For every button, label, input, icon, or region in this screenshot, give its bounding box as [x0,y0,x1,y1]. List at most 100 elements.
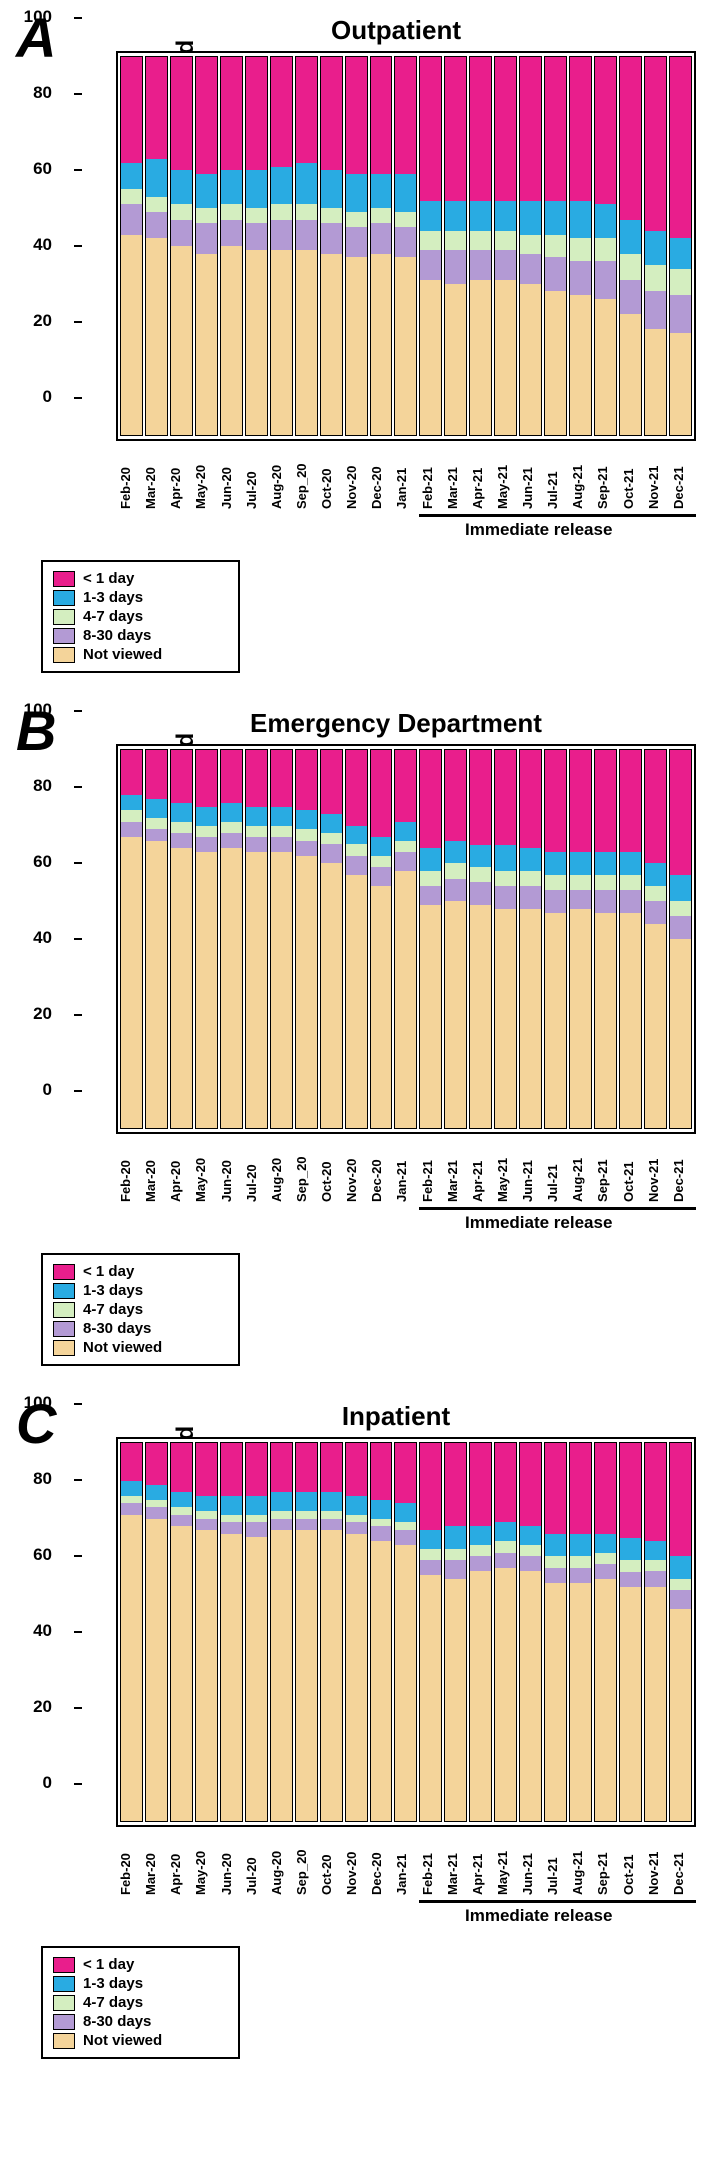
bar-segment [420,1560,441,1575]
bar-segment [520,1443,541,1526]
legend-swatch [53,1321,75,1337]
panel-A: AOutpatient020406080100% of Results/Repo… [16,15,696,673]
bar-segment [196,837,217,852]
bar-segment [121,1503,142,1514]
bar-segment [545,890,566,913]
stacked-bar [669,749,692,1129]
bar-segment [620,1443,641,1538]
bar-segment [545,257,566,291]
legend-label: 1-3 days [83,1282,143,1299]
bar-segment [146,238,167,435]
legend-item: Not viewed [53,646,228,663]
bar-segment [495,201,516,231]
legend-item: 4-7 days [53,608,228,625]
bar-segment [246,1496,267,1515]
x-tick-label: Mar-21 [445,449,468,509]
bar-segment [520,254,541,284]
panel-C: CInpatient020406080100% of Results/Repor… [16,1401,696,2059]
bar-segment [171,170,192,204]
bar-segment [645,1587,666,1821]
bar-segment [346,227,367,257]
bar-segment [570,295,591,435]
bar-segment [346,1515,367,1523]
bar-segment [346,844,367,855]
bar-segment [346,174,367,212]
stacked-bar [320,1442,343,1822]
bar-segment [570,1556,591,1567]
x-tick-label: Sep-21 [595,1835,618,1895]
legend-label: < 1 day [83,1956,134,1973]
bar-segment [495,1443,516,1522]
bar-segment [346,57,367,174]
y-tick: 20 [33,1004,52,1024]
bar-segment [495,1541,516,1552]
y-tick: 100 [24,1393,52,1413]
stacked-bar [370,1442,393,1822]
x-tick-label: Oct-21 [621,1835,644,1895]
bar-segment [545,201,566,235]
bar-segment [620,1560,641,1571]
stacked-bar [220,1442,243,1822]
bar-segment [620,220,641,254]
x-tick-label: Mar-21 [445,1835,468,1895]
bar-segment [395,1443,416,1503]
x-tick-label: Feb-21 [420,449,443,509]
stacked-bar [120,749,143,1129]
bar-segment [520,1526,541,1545]
bar-segment [121,57,142,163]
bar-segment [246,170,267,208]
y-tick: 80 [33,83,52,103]
bar-segment [595,852,616,875]
bar-segment [196,1519,217,1530]
legend: < 1 day1-3 days4-7 days8-30 daysNot view… [41,1946,240,2059]
x-tick-label: Nov-20 [344,1142,367,1202]
bar-segment [296,1443,317,1492]
bar-segment [470,1526,491,1545]
bar-segment [395,57,416,174]
x-tick-label: Feb-20 [118,1142,141,1202]
legend-label: Not viewed [83,2032,162,2049]
bar-segment [595,1534,616,1553]
legend: < 1 day1-3 days4-7 days8-30 daysNot view… [41,1253,240,1366]
bar-segment [595,261,616,299]
x-tick-label: Apr-20 [168,449,191,509]
legend-label: 8-30 days [83,1320,151,1337]
bar-segment [570,1583,591,1821]
bar-segment [171,750,192,803]
x-tick-label: Jun-20 [219,449,242,509]
bar-segment [420,201,441,231]
bar-segment [121,1496,142,1504]
bar-segment [620,1572,641,1587]
bar-segment [346,875,367,1128]
x-tick-label: Mar-21 [445,1142,468,1202]
bar-segment [296,163,317,205]
stacked-bar [569,749,592,1129]
bar-segment [221,170,242,204]
bar-segment [670,1579,691,1590]
bar-segment [595,1579,616,1821]
bar-segment [495,886,516,909]
legend-label: 8-30 days [83,2013,151,2030]
legend-swatch [53,628,75,644]
bar-segment [420,886,441,905]
x-tick-label: Feb-20 [118,449,141,509]
x-axis-labels: Feb-20Mar-20Apr-20May-20Jun-20Jul-20Aug-… [116,1142,696,1202]
bar-segment [495,250,516,280]
stacked-bar [394,1442,417,1822]
bar-segment [346,1443,367,1496]
bar-segment [221,822,242,833]
bar-segment [346,1534,367,1821]
bar-segment [545,750,566,852]
stacked-bar [195,1442,218,1822]
bar-segment [296,1492,317,1511]
bar-segment [346,1496,367,1515]
x-tick-label: Jul-21 [545,449,568,509]
bar-segment [445,879,466,902]
bar-segment [246,1522,267,1537]
bar-segment [371,1526,392,1541]
stacked-bar [419,56,442,436]
bar-segment [645,329,666,435]
bar-segment [171,57,192,170]
y-tick: 100 [24,7,52,27]
bar-segment [271,1492,292,1511]
